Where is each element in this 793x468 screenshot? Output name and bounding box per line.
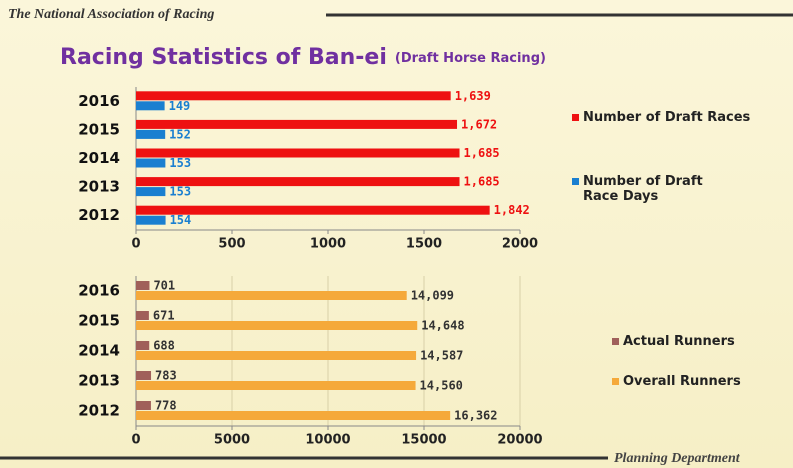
y-tick-label: 2015 bbox=[78, 120, 120, 138]
bar bbox=[136, 311, 149, 320]
data-label: 701 bbox=[153, 279, 175, 293]
x-tick-label: 10000 bbox=[305, 433, 350, 448]
bar bbox=[136, 371, 152, 380]
data-label: 16,362 bbox=[454, 409, 497, 423]
data-label: 1,672 bbox=[461, 117, 497, 131]
bar bbox=[136, 291, 407, 300]
data-label: 153 bbox=[169, 185, 191, 199]
bar bbox=[136, 148, 460, 158]
data-label: 149 bbox=[169, 99, 191, 113]
x-tick-label: 0 bbox=[131, 433, 140, 448]
header: The National Association of Racing bbox=[8, 7, 214, 22]
x-tick-label: 15000 bbox=[401, 433, 446, 448]
bar bbox=[136, 129, 166, 139]
legend-entry: Number of Draft Race Days bbox=[572, 174, 712, 204]
bar bbox=[136, 91, 451, 101]
y-tick-label: 2016 bbox=[78, 92, 120, 110]
legend-swatch bbox=[572, 114, 579, 121]
y-tick-label: 2012 bbox=[78, 402, 120, 420]
y-tick-label: 2012 bbox=[78, 206, 120, 224]
legend-swatch bbox=[612, 338, 619, 345]
legend-swatch bbox=[572, 178, 579, 185]
y-tick-label: 2014 bbox=[78, 342, 120, 360]
x-tick-label: 2000 bbox=[502, 237, 538, 252]
title: Racing Statistics of Ban-ei (Draft Horse … bbox=[60, 45, 546, 70]
data-label: 783 bbox=[155, 369, 177, 383]
legend-swatch bbox=[612, 378, 619, 385]
data-label: 154 bbox=[170, 213, 192, 227]
footer: Planning Department bbox=[614, 451, 741, 466]
bar bbox=[136, 101, 165, 111]
bar bbox=[136, 381, 416, 390]
data-label: 1,685 bbox=[464, 175, 500, 189]
x-tick-label: 0 bbox=[131, 237, 140, 252]
x-tick-label: 500 bbox=[218, 237, 245, 252]
bar bbox=[136, 119, 458, 129]
y-tick-label: 2015 bbox=[78, 312, 120, 330]
legend-label: Overall Runners bbox=[623, 374, 741, 389]
data-label: 1,639 bbox=[455, 89, 491, 103]
data-label: 688 bbox=[153, 339, 175, 353]
x-tick-label: 1000 bbox=[310, 237, 346, 252]
bar bbox=[136, 341, 150, 350]
y-tick-label: 2013 bbox=[78, 372, 120, 390]
x-tick-label: 1500 bbox=[406, 237, 442, 252]
legend-label: Number of Draft Race Days bbox=[583, 174, 703, 204]
data-label: 152 bbox=[169, 127, 191, 141]
y-tick-label: 2013 bbox=[78, 178, 120, 196]
legend-entry: Overall Runners bbox=[612, 374, 782, 389]
x-tick-label: 5000 bbox=[214, 433, 250, 448]
data-label: 778 bbox=[155, 399, 177, 413]
data-label: 14,560 bbox=[420, 379, 463, 393]
bar bbox=[136, 321, 418, 330]
subtitle: (Draft Horse Racing) bbox=[395, 51, 546, 66]
y-tick-label: 2014 bbox=[78, 149, 120, 167]
data-label: 14,587 bbox=[420, 349, 463, 363]
bar bbox=[136, 158, 166, 168]
data-label: 14,099 bbox=[411, 289, 454, 303]
legend-label: Number of Draft Races bbox=[583, 110, 751, 125]
x-tick-label: 20000 bbox=[497, 433, 542, 448]
bar bbox=[136, 351, 417, 360]
data-label: 153 bbox=[169, 156, 191, 170]
legend-entry: Actual Runners bbox=[612, 334, 782, 349]
bar bbox=[136, 187, 166, 197]
bar bbox=[136, 215, 166, 225]
data-label: 14,648 bbox=[421, 319, 464, 333]
data-label: 671 bbox=[153, 309, 175, 323]
bar bbox=[136, 401, 151, 410]
legend-label: Actual Runners bbox=[623, 334, 735, 349]
data-label: 1,842 bbox=[494, 203, 530, 217]
data-label: 1,685 bbox=[464, 146, 500, 160]
bar bbox=[136, 411, 451, 420]
legend-entry: Number of Draft Races bbox=[572, 110, 772, 125]
bar bbox=[136, 177, 460, 187]
title-main: Racing Statistics of Ban-ei bbox=[60, 45, 387, 70]
bar bbox=[136, 281, 150, 290]
bar bbox=[136, 205, 490, 215]
y-tick-label: 2016 bbox=[78, 282, 120, 300]
